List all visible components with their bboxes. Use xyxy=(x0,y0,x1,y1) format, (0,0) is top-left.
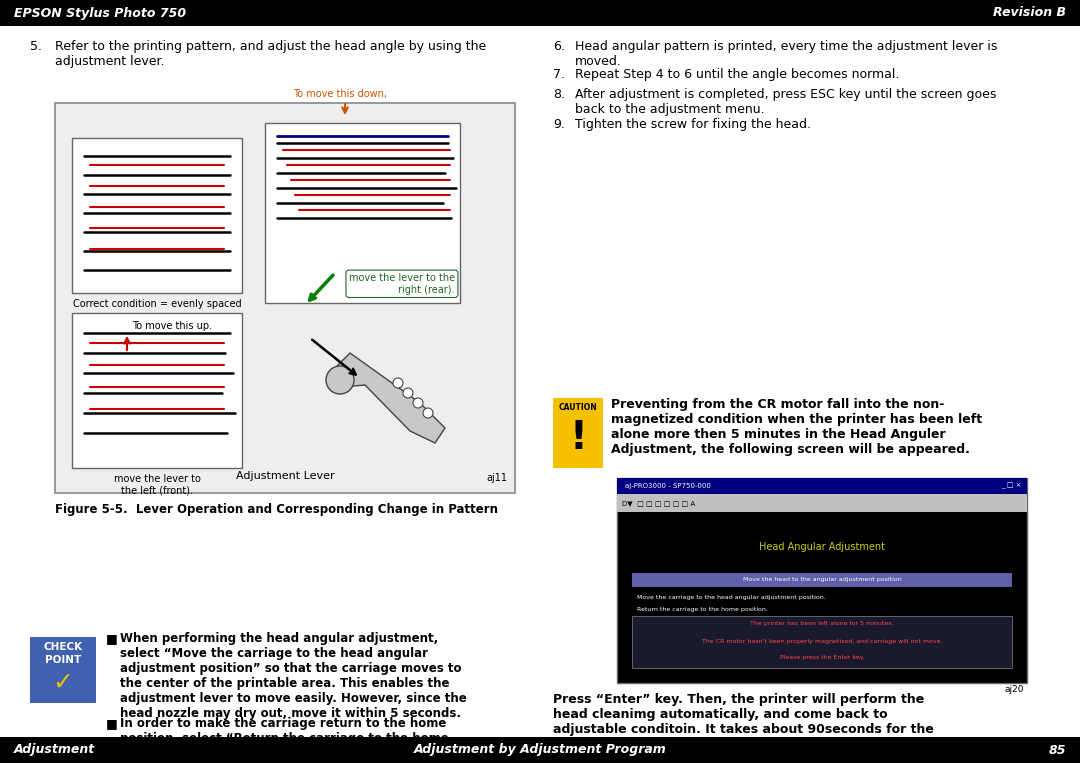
Text: Move the head to the angular adjustment position: Move the head to the angular adjustment … xyxy=(743,578,902,582)
Text: Adjustment by Adjustment Program: Adjustment by Adjustment Program xyxy=(414,743,666,756)
Bar xyxy=(632,573,1012,587)
Circle shape xyxy=(326,366,354,394)
Text: Revision B: Revision B xyxy=(993,7,1066,20)
Text: Please press the Enter key.: Please press the Enter key. xyxy=(780,655,864,661)
Circle shape xyxy=(393,378,403,388)
Text: After adjustment is completed, press ESC key until the screen goes
back to the a: After adjustment is completed, press ESC… xyxy=(575,88,997,116)
Bar xyxy=(632,616,1012,668)
Text: Return the carriage to the home position.: Return the carriage to the home position… xyxy=(637,607,768,612)
Circle shape xyxy=(403,388,413,398)
Text: Refer to the printing pattern, and adjust the head angle by using the
adjustment: Refer to the printing pattern, and adjus… xyxy=(55,40,486,68)
Text: In order to make the carriage return to the home
position, select “Return the ca: In order to make the carriage return to … xyxy=(120,717,449,760)
Text: aj-PRO3000 - SP750-000: aj-PRO3000 - SP750-000 xyxy=(625,483,711,489)
Text: ✓: ✓ xyxy=(53,671,73,695)
Text: The printer has been left alone for 5 minutes.: The printer has been left alone for 5 mi… xyxy=(751,622,894,626)
Text: CAUTION: CAUTION xyxy=(558,403,597,412)
Polygon shape xyxy=(330,353,445,443)
Bar xyxy=(0,0,1080,26)
Text: move the lever to the
right (rear).: move the lever to the right (rear). xyxy=(349,273,455,295)
Text: Head angular pattern is printed, every time the adjustment lever is
moved.: Head angular pattern is printed, every t… xyxy=(575,40,997,68)
Text: Move the carriage to the head angular adjustment position.: Move the carriage to the head angular ad… xyxy=(637,595,826,600)
Text: Repeat Step 4 to 6 until the angle becomes normal.: Repeat Step 4 to 6 until the angle becom… xyxy=(575,68,900,81)
Text: aj20: aj20 xyxy=(1004,685,1024,694)
Text: 6.: 6. xyxy=(553,40,565,53)
Bar xyxy=(72,313,242,468)
Text: 9.: 9. xyxy=(553,118,565,131)
Bar xyxy=(30,637,96,703)
Text: _ □ ×: _ □ × xyxy=(1001,483,1022,489)
Text: Figure 5-5.  Lever Operation and Corresponding Change in Pattern: Figure 5-5. Lever Operation and Correspo… xyxy=(55,503,498,516)
Bar xyxy=(617,478,1027,494)
Circle shape xyxy=(423,408,433,418)
Text: move the lever to
the left (front).: move the lever to the left (front). xyxy=(113,474,201,496)
Text: 5.: 5. xyxy=(30,40,42,53)
Bar xyxy=(72,138,242,293)
Text: Correct condition = evenly spaced: Correct condition = evenly spaced xyxy=(72,299,241,309)
Circle shape xyxy=(413,398,423,408)
Text: To move this up.: To move this up. xyxy=(132,321,212,331)
Text: CHECK: CHECK xyxy=(43,642,82,652)
Text: Adjustment: Adjustment xyxy=(14,743,95,756)
Text: EPSON Stylus Photo 750: EPSON Stylus Photo 750 xyxy=(14,7,186,20)
Text: To move this down,: To move this down, xyxy=(293,89,387,99)
Text: POINT: POINT xyxy=(45,655,81,665)
Text: aj11: aj11 xyxy=(486,473,507,483)
Text: 85: 85 xyxy=(1049,743,1066,756)
Text: The CR motor hasn't been properly magnetized, and carriage will not move.: The CR motor hasn't been properly magnet… xyxy=(702,639,942,645)
Text: Preventing from the CR motor fall into the non-
magnetized condition when the pr: Preventing from the CR motor fall into t… xyxy=(611,398,982,456)
Text: D▼  □ □ □ □ □ □ A: D▼ □ □ □ □ □ □ A xyxy=(622,500,696,506)
Bar xyxy=(265,123,460,303)
Bar xyxy=(617,494,1027,512)
Text: 8.: 8. xyxy=(553,88,565,101)
Text: 7.: 7. xyxy=(553,68,565,81)
Text: ■: ■ xyxy=(106,717,118,730)
Text: ■: ■ xyxy=(106,632,118,645)
Bar xyxy=(553,398,603,468)
Text: Head Angular Adjustment: Head Angular Adjustment xyxy=(759,542,885,552)
Text: Adjustment Lever: Adjustment Lever xyxy=(235,471,335,481)
Text: Press “Enter” key. Then, the printer will perform the
head cleanimg automaticall: Press “Enter” key. Then, the printer wil… xyxy=(553,693,934,751)
Bar xyxy=(0,737,1080,763)
Text: !: ! xyxy=(569,419,586,457)
Bar xyxy=(617,478,1027,683)
Bar xyxy=(55,103,515,493)
Text: Tighten the screw for fixing the head.: Tighten the screw for fixing the head. xyxy=(575,118,811,131)
Text: When performing the head angular adjustment,
select “Move the carriage to the he: When performing the head angular adjustm… xyxy=(120,632,467,720)
